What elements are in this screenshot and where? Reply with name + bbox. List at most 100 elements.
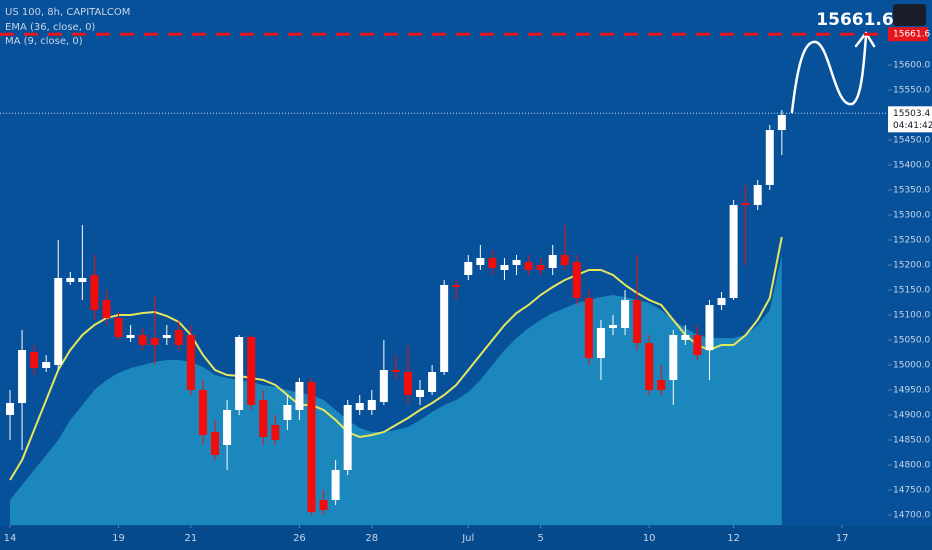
candle-body <box>416 390 425 397</box>
candle-body <box>90 275 99 310</box>
candle-body <box>295 382 304 410</box>
ma-line <box>9 236 783 481</box>
y-tick-label: 14800.0 <box>893 461 930 471</box>
last-price-tag <box>888 106 932 133</box>
y-tick-label: 15400.0 <box>893 161 930 171</box>
candle-body <box>331 470 340 500</box>
candle-body <box>223 410 232 445</box>
x-tick-label: 10 <box>643 533 656 544</box>
y-tick-label: 15000.0 <box>893 361 930 371</box>
candle-body <box>777 115 786 130</box>
candle-body <box>765 130 774 185</box>
candle-body <box>114 318 123 337</box>
y-tick-label: 14950.0 <box>893 386 930 396</box>
target-tag <box>888 27 928 42</box>
y-tick-label: 15150.0 <box>893 286 930 296</box>
candle-body <box>283 405 292 420</box>
candle-body <box>621 300 630 328</box>
candle-body <box>548 255 557 268</box>
projection-arrow <box>790 34 868 114</box>
candle-body <box>488 258 497 268</box>
candle-body <box>138 335 147 345</box>
candle-body <box>186 335 195 390</box>
target-annotation: 15661.6 <box>816 10 893 30</box>
chart-title: US 100, 8h, CAPITALCOM <box>5 7 130 18</box>
candle-body <box>633 300 642 343</box>
candle-body <box>428 372 437 392</box>
candle-body <box>536 265 545 270</box>
candle-body <box>464 262 473 275</box>
x-tick-label: 5 <box>537 533 543 544</box>
y-tick-label: 15050.0 <box>893 336 930 346</box>
candle-body <box>78 278 87 282</box>
x-axis-strip <box>0 526 932 550</box>
candle-body <box>198 390 207 435</box>
candle-body <box>54 278 63 365</box>
candle-body <box>367 400 376 410</box>
x-tick-label: Jul <box>461 533 474 544</box>
candle-body <box>379 370 388 402</box>
candle-body <box>741 203 750 205</box>
candle-body <box>609 325 617 328</box>
x-tick-label: 26 <box>293 533 306 544</box>
candle-body <box>753 185 762 205</box>
legend-entry: MA (9, close, 0) <box>5 36 83 47</box>
x-tick-label: 21 <box>185 533 198 544</box>
candle-body <box>403 372 412 395</box>
candle-body <box>560 255 569 265</box>
candle-body <box>657 380 666 390</box>
candle-body <box>235 337 244 410</box>
y-tick-label: 14900.0 <box>893 411 930 421</box>
candle-body <box>681 335 690 340</box>
x-tick-label: 17 <box>836 533 849 544</box>
plot-area <box>6 110 786 525</box>
candle-body <box>343 405 352 470</box>
y-tick-label: 15300.0 <box>893 211 930 221</box>
candle-body <box>596 328 605 358</box>
countdown: 04:41:42 <box>893 121 932 131</box>
y-tick-label: 15250.0 <box>893 236 930 246</box>
candle-body <box>572 262 581 298</box>
candle-body <box>247 337 256 405</box>
y-tick-label: 14750.0 <box>893 486 930 496</box>
candle-body <box>669 335 678 380</box>
candle-body <box>476 258 485 265</box>
x-tick-label: 28 <box>365 533 378 544</box>
x-tick-label: 12 <box>727 533 740 544</box>
candle-body <box>6 403 14 415</box>
candle-body <box>42 362 51 368</box>
y-tick-label: 15200.0 <box>893 261 930 271</box>
candle-body <box>162 335 171 338</box>
candle-body <box>126 335 135 338</box>
candle-body <box>512 260 521 265</box>
candle-body <box>150 338 159 345</box>
candle-body <box>391 370 400 372</box>
x-tick-label: 14 <box>4 533 17 544</box>
candle-body <box>271 425 280 440</box>
y-tick-label: 15350.0 <box>893 186 930 196</box>
candle-body <box>18 350 27 403</box>
last-price-label: 15503.4 <box>893 109 930 119</box>
y-tick-label: 15600.0 <box>893 61 930 71</box>
candle-body <box>717 298 726 305</box>
candle-body <box>705 305 714 350</box>
x-tick-label: 19 <box>112 533 125 544</box>
candle-body <box>211 432 220 455</box>
candle-body <box>307 382 316 512</box>
y-tick-label: 15450.0 <box>893 136 930 146</box>
candle-body <box>102 300 111 318</box>
candle-body <box>174 330 183 345</box>
candle-body <box>729 205 738 298</box>
candle-body <box>440 285 449 372</box>
candle-body <box>259 400 268 437</box>
candle-body <box>452 285 461 287</box>
candle-body <box>66 278 75 282</box>
y-tick-label: 14850.0 <box>893 436 930 446</box>
candle-body <box>319 500 328 510</box>
candle-body <box>30 352 39 368</box>
candle-body <box>584 298 593 358</box>
corner-button[interactable] <box>893 4 926 26</box>
y-tick-label: 14700.0 <box>893 511 930 521</box>
y-tick-label: 15550.0 <box>893 86 930 96</box>
